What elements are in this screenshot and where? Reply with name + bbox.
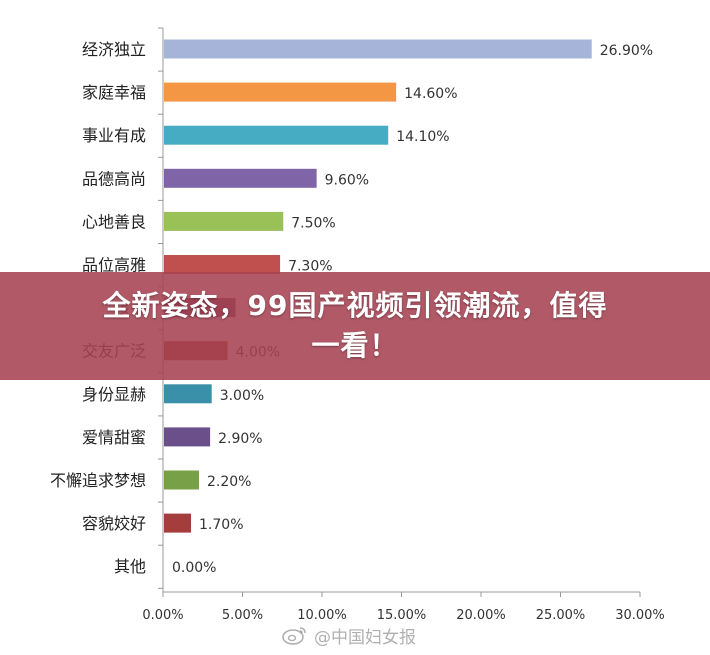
- data-label: 1.70%: [199, 517, 243, 533]
- data-label: 7.50%: [291, 215, 335, 231]
- category-label: 事业有成: [82, 126, 146, 145]
- data-label: 0.00%: [172, 560, 216, 576]
- x-tick-label: 5.00%: [222, 608, 263, 623]
- bar: [164, 255, 281, 274]
- bar: [164, 513, 192, 533]
- bar: [164, 211, 284, 231]
- category-label: 家庭幸福: [82, 83, 146, 102]
- category-label: 品位高雅: [82, 256, 146, 275]
- bar: [164, 125, 389, 145]
- bar: [164, 384, 212, 404]
- category-label: 其他: [114, 557, 146, 576]
- chart-bars: [164, 39, 592, 533]
- x-tick-label: 20.00%: [456, 608, 506, 623]
- category-label: 身份显赫: [82, 385, 146, 404]
- category-label: 容貌姣好: [82, 514, 146, 533]
- data-label: 2.20%: [207, 474, 251, 490]
- x-tick-label: 0.00%: [142, 608, 183, 623]
- category-label: 心地善良: [82, 212, 146, 231]
- data-label: 7.30%: [288, 259, 332, 275]
- category-label: 品德高尚: [82, 169, 146, 188]
- data-label: 9.60%: [325, 172, 369, 188]
- watermark: @中国妇女报: [282, 622, 416, 648]
- bar: [164, 39, 592, 59]
- x-tick-label: 15.00%: [377, 608, 427, 623]
- x-tick-label: 25.00%: [536, 608, 586, 623]
- banner-text: 全新姿态，99国产视频引领潮流，值得 一看！: [103, 286, 608, 366]
- bar: [164, 168, 317, 188]
- data-label: 26.90%: [600, 43, 653, 59]
- bar: [164, 427, 211, 447]
- bar: [164, 470, 199, 490]
- data-label: 2.90%: [218, 431, 262, 447]
- x-tick-label: 10.00%: [297, 608, 347, 623]
- data-label: 14.10%: [396, 129, 449, 145]
- category-label: 爱情甜蜜: [82, 428, 146, 447]
- x-tick-label: 30.00%: [615, 608, 665, 623]
- watermark-text: @中国妇女报: [314, 627, 416, 648]
- data-label: 3.00%: [220, 388, 264, 404]
- data-label: 14.60%: [404, 86, 457, 102]
- bar: [164, 82, 397, 102]
- overlay-banner: 全新姿态，99国产视频引领潮流，值得 一看！: [0, 272, 710, 380]
- weibo-icon: [282, 625, 308, 645]
- banner-line-2: 一看！: [311, 329, 399, 362]
- banner-line-1: 全新姿态，99国产视频引领潮流，值得: [102, 289, 608, 322]
- category-label: 经济独立: [82, 40, 146, 59]
- category-label: 不懈追求梦想: [50, 471, 146, 490]
